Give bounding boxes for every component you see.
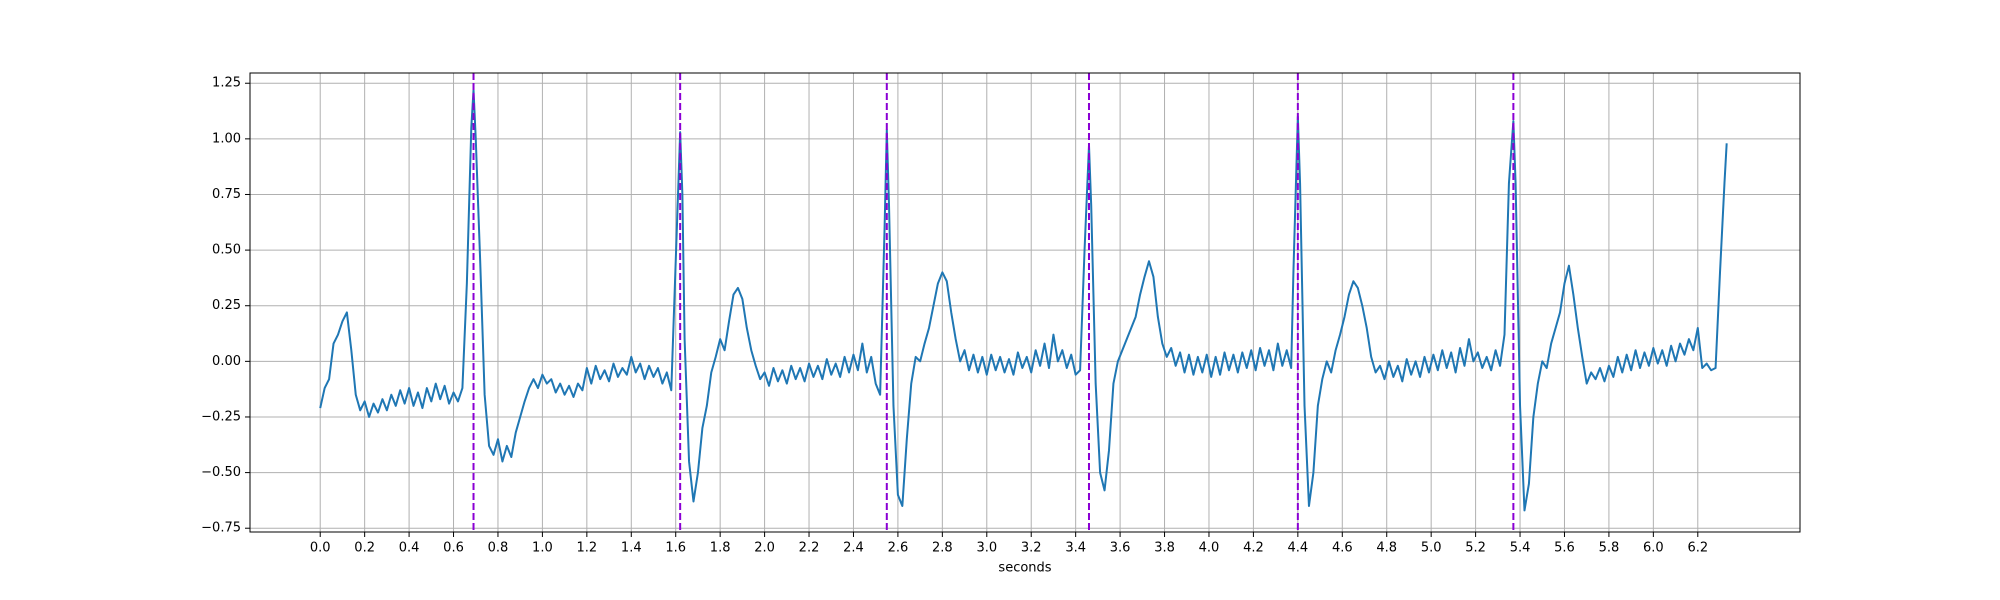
x-tick-label: 3.8 [1154,541,1175,556]
x-tick-label: 4.2 [1243,541,1264,556]
y-tick-label: −0.50 [201,465,241,480]
y-tick-label: 1.00 [212,131,241,146]
x-tick-label: 0.0 [310,541,331,556]
x-tick-label: 3.6 [1110,541,1131,556]
x-tick-label: 1.8 [710,541,731,556]
x-tick-label: 6.2 [1687,541,1708,556]
y-tick-label: 0.50 [212,243,241,258]
x-tick-label: 2.0 [754,541,775,556]
x-tick-label: 0.4 [399,541,420,556]
x-tick-label: 4.0 [1199,541,1220,556]
plot-frame [249,72,1801,533]
y-tick-label: 0.00 [212,354,241,369]
x-tick-label: 1.4 [621,541,642,556]
y-tick-label: −0.75 [201,521,241,536]
x-tick-label: 0.2 [354,541,375,556]
x-tick-label: 5.0 [1421,541,1442,556]
signal-line [319,88,1728,512]
y-tick-label: 0.75 [212,187,241,202]
x-tick-label: 1.0 [532,541,553,556]
x-tick-label: 2.6 [888,541,909,556]
x-axis-label: seconds [998,561,1051,576]
y-tick-label: −0.25 [201,409,241,424]
x-tick-label: 5.2 [1465,541,1486,556]
x-tick-label: 2.4 [843,541,864,556]
x-tick-label: 3.4 [1065,541,1086,556]
y-tick-label: 0.25 [212,298,241,313]
x-tick-label: 4.6 [1332,541,1353,556]
x-tick-label: 5.8 [1599,541,1620,556]
x-tick-label: 3.2 [1021,541,1042,556]
x-tick-label: 1.2 [576,541,597,556]
y-tick-label: 1.25 [212,76,241,91]
x-tick-label: 3.0 [976,541,997,556]
x-tick-label: 5.4 [1510,541,1531,556]
x-tick-label: 1.6 [665,541,686,556]
x-tick-label: 0.6 [443,541,464,556]
x-tick-label: 0.8 [488,541,509,556]
x-tick-label: 5.6 [1554,541,1575,556]
x-tick-label: 2.8 [932,541,953,556]
x-tick-label: 4.8 [1376,541,1397,556]
x-tick-label: 4.4 [1288,541,1309,556]
x-tick-label: 2.2 [799,541,820,556]
x-tick-label: 6.0 [1643,541,1664,556]
